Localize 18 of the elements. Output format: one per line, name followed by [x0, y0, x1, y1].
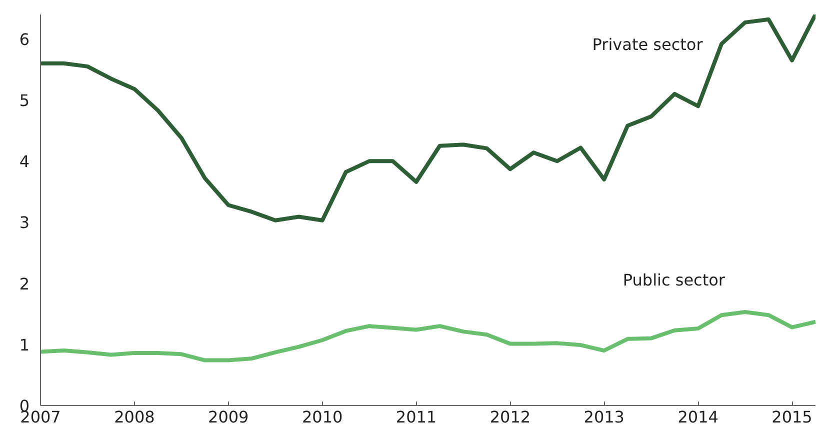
- y-tick-label: 5: [19, 91, 30, 110]
- x-tick-label: 2014: [678, 408, 718, 426]
- x-tick-label: 2012: [490, 408, 531, 426]
- y-tick-label: 3: [19, 213, 30, 232]
- x-tick-label: 2010: [302, 408, 343, 426]
- y-tick-label: 4: [19, 152, 30, 172]
- x-tick-label: 2015: [772, 408, 812, 426]
- series-label: Public sector: [622, 270, 726, 290]
- x-tick-label: 2008: [114, 408, 155, 426]
- line-series: [40, 310, 816, 362]
- series-label: Private sector: [592, 35, 704, 54]
- x-tick-label: 2011: [396, 408, 437, 426]
- x-tick-label: 2013: [584, 408, 624, 426]
- y-tick-label: 6: [19, 30, 30, 49]
- line-series: [40, 14, 816, 222]
- x-tick-label: 2009: [208, 408, 249, 426]
- y-tick-label: 2: [19, 274, 30, 294]
- y-tick-label: 1: [19, 335, 30, 354]
